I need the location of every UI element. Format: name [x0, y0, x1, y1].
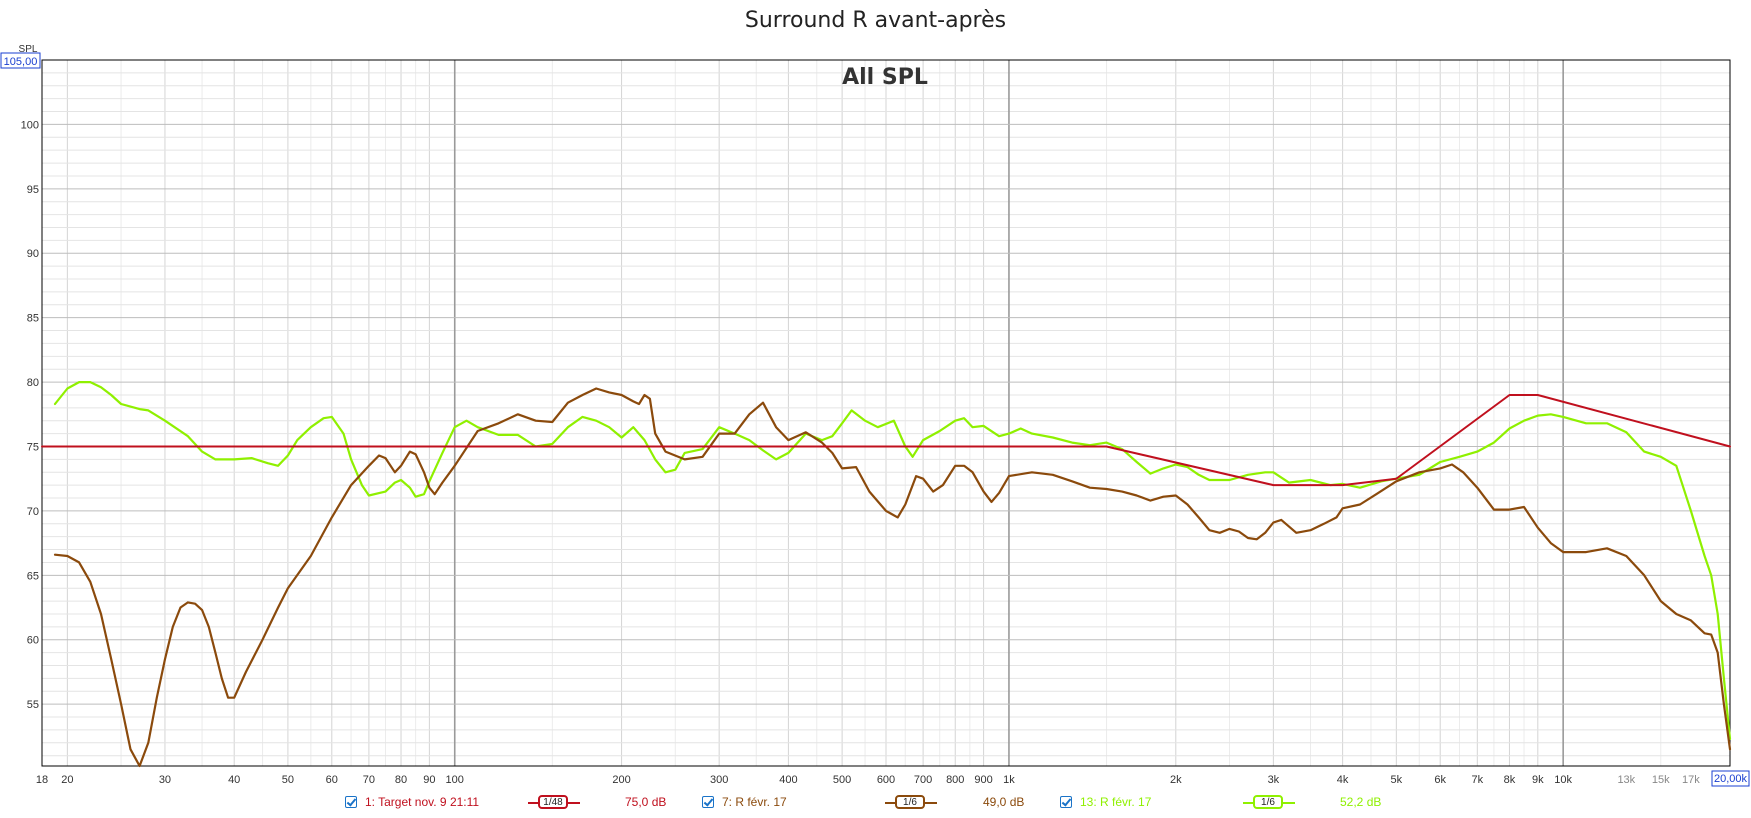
y-tick-label: 75 [27, 441, 39, 453]
x-tick-label: 70 [363, 774, 375, 786]
y-tick-label: 80 [27, 377, 39, 389]
x-tick-label: 5k [1391, 774, 1403, 786]
x-tick-label: 15k [1652, 774, 1670, 786]
x-tick-label: 600 [877, 774, 895, 786]
legend-level-r-fevr-13: 52,2 dB [1340, 795, 1382, 809]
smoothing-badge-icon[interactable]: 1/6 [895, 795, 925, 809]
x-tick-label: 3k [1268, 774, 1280, 786]
x-tick-label: 30 [159, 774, 171, 786]
y-tick-label: 70 [27, 506, 39, 518]
x-tick-label: 700 [914, 774, 932, 786]
x-tick-label: 10k [1554, 774, 1572, 786]
checkbox-checked-icon[interactable] [345, 796, 357, 808]
x-tick-label: 4k [1337, 774, 1349, 786]
y-tick-label: 100 [21, 119, 39, 131]
x-tick-label: 17k [1682, 774, 1700, 786]
page-title: Surround R avant-après [744, 8, 1007, 33]
checkbox-checked-icon[interactable] [702, 796, 714, 808]
x-tick-label: 6k [1434, 774, 1446, 786]
plot-frame [41, 59, 1731, 767]
y-top-readout-text: 105,00 [4, 56, 38, 68]
y-tick-label: 65 [27, 570, 39, 582]
x-tick-label: 200 [612, 774, 630, 786]
checkbox-checked-icon[interactable] [1060, 796, 1072, 808]
x-tick-label: 90 [423, 774, 435, 786]
x-tick-label: 40 [228, 774, 240, 786]
y-axis-ticks: 55 60 65 70 75 80 85 90 95 100 [21, 119, 39, 711]
x-tick-label: 7k [1472, 774, 1484, 786]
y-tick-label: 55 [27, 699, 39, 711]
smoothing-badge-icon[interactable]: 1/6 [1253, 795, 1283, 809]
x-tick-label: 400 [779, 774, 797, 786]
series-line-2 [53, 387, 1732, 768]
series-line-1 [41, 394, 1731, 487]
y-tick-label: 90 [27, 248, 39, 260]
x-tick-label: 8k [1504, 774, 1516, 786]
legend-series-name: 7: R févr. 17 [722, 795, 787, 809]
y-tick-label: 95 [27, 184, 39, 196]
chart-inner-title: All SPL [842, 65, 928, 90]
x-tick-label: 800 [946, 774, 964, 786]
legend-level-target: 75,0 dB [625, 795, 667, 809]
y-axis-label: SPL [19, 44, 38, 55]
legend-level-r-fevr-7: 49,0 dB [983, 795, 1025, 809]
y-tick-label: 85 [27, 313, 39, 325]
x-tick-label: 20 [61, 774, 73, 786]
legend-series-name: 13: R févr. 17 [1080, 795, 1152, 809]
y-top-readout[interactable]: 105,00 [0, 52, 41, 69]
x-tick-label: 1k [1003, 774, 1015, 786]
x-right-readout[interactable]: 20,00k [1711, 770, 1750, 787]
x-tick-label: 80 [395, 774, 407, 786]
x-tick-label: 18 [36, 774, 48, 786]
x-tick-label: 60 [326, 774, 338, 786]
legend-series-name: 1: Target nov. 9 21:11 [365, 795, 480, 809]
series-line-3 [53, 381, 1732, 740]
grid-minor [42, 60, 1731, 766]
x-axis-ticks: 18 20 30 40 50 60 70 80 90 100 200 300 400 500 600 700 8… [36, 774, 1700, 786]
x-tick-label: 500 [833, 774, 851, 786]
y-tick-label: 60 [27, 635, 39, 647]
x-tick-label: 900 [974, 774, 992, 786]
legend: 1: Target nov. 9 21:11 1/48 75,0 dB 7: R… [0, 793, 1751, 815]
series-layer [41, 381, 1732, 768]
x-tick-label: 2k [1170, 774, 1182, 786]
x-right-readout-text: 20,00k [1714, 773, 1748, 785]
x-tick-label: 300 [710, 774, 728, 786]
x-tick-label: 100 [446, 774, 464, 786]
x-tick-label: 9k [1532, 774, 1544, 786]
smoothing-badge-icon[interactable]: 1/48 [538, 795, 568, 809]
x-tick-label: 50 [282, 774, 294, 786]
x-tick-label: 13k [1617, 774, 1635, 786]
